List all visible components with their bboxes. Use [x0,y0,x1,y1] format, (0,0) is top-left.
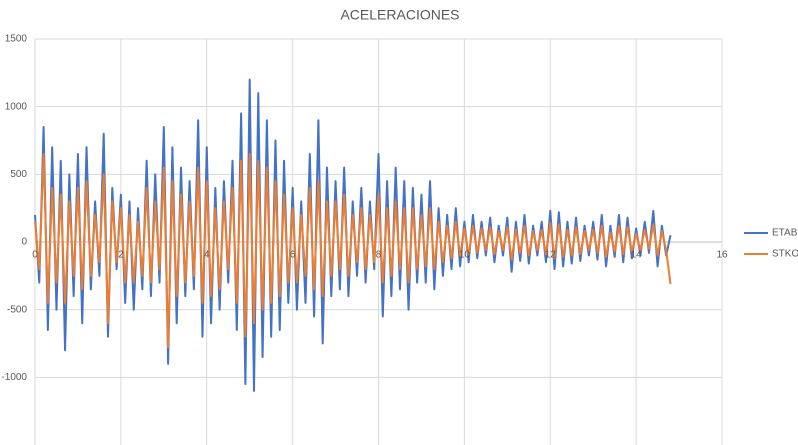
y-tick-label: 500 [10,169,27,180]
y-tick-label: 0 [21,237,27,248]
y-tick-label: -1000 [1,372,27,383]
x-tick-label: 10 [459,250,471,261]
chart-title: ACELERACIONES [340,7,459,23]
x-tick-label: 16 [716,250,728,261]
series-line [34,153,672,349]
x-tick-label: 4 [204,250,210,261]
x-tick-label: 6 [290,250,296,261]
x-tick-label: 2 [118,250,124,261]
x-tick-label: 0 [32,250,38,261]
x-tick-label: 14 [631,250,643,261]
x-tick-label: 12 [545,250,557,261]
y-tick-label: -500 [7,304,27,315]
legend-label: STKO [772,249,798,260]
y-tick-label: 1000 [5,101,28,112]
x-tick-label: 8 [376,250,382,261]
y-tick-label: 1500 [5,34,28,45]
